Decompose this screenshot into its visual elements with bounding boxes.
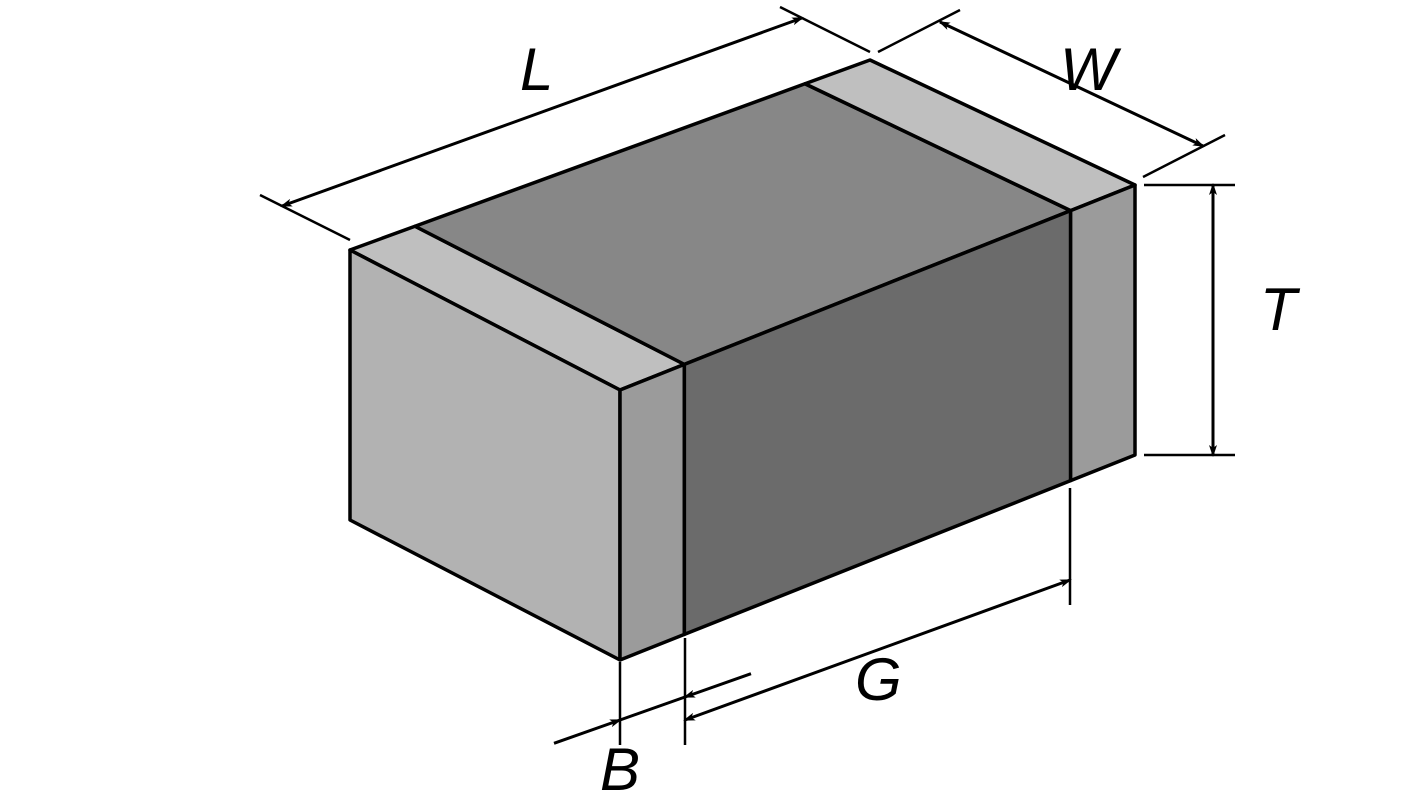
terminal-near-side (620, 364, 684, 660)
dim-W-ext2 (1143, 135, 1225, 177)
dim-W-label: W (1060, 36, 1122, 103)
dim-B-span (620, 697, 685, 720)
dim-L-ext2 (780, 7, 870, 52)
dim-G-label: G (855, 646, 902, 713)
dim-B-label: B (600, 736, 640, 798)
dim-W-ext1 (878, 10, 960, 52)
dim-B-arrow-right (685, 674, 751, 697)
diagram-stage: L W T G B (0, 0, 1420, 798)
terminal-far-side (1071, 185, 1135, 481)
dim-L-ext1 (260, 195, 350, 240)
component-diagram: L W T G B (0, 0, 1420, 798)
dim-T-label: T (1260, 276, 1301, 343)
dim-L-label: L (520, 36, 553, 103)
capacitor-body (350, 60, 1135, 660)
